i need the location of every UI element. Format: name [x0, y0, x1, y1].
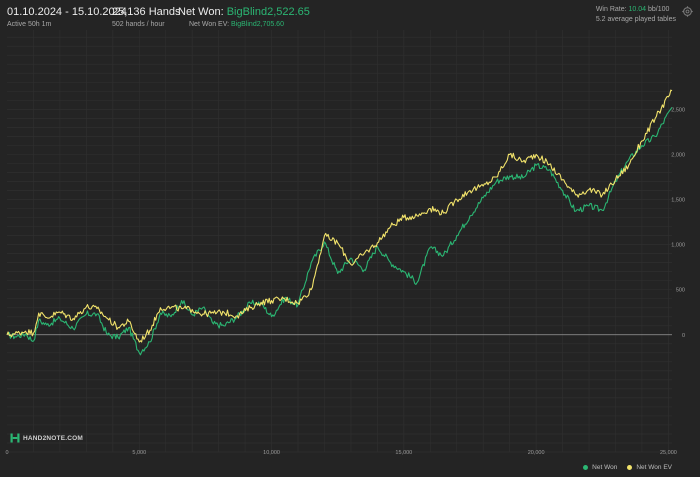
x-tick-label: 5,000	[132, 450, 146, 456]
gear-icon[interactable]	[682, 6, 693, 17]
win-rate: Win Rate: 10.04 bb/100	[596, 6, 676, 13]
y-tick-label: 0	[682, 333, 685, 339]
y-tick-label: 2,000	[671, 152, 685, 158]
x-tick-label: 20,000	[528, 450, 545, 456]
vertical-grid	[33, 30, 669, 452]
hands-count: 25,136 Hands	[112, 6, 181, 18]
win-rate-label: Win Rate:	[595, 6, 629, 13]
date-range[interactable]: 01.10.2024 - 15.10.2024	[7, 6, 127, 18]
chart-legend: Net Won Net Won EV	[573, 464, 672, 471]
win-rate-value: 10.04	[628, 6, 647, 13]
legend-label-net-won-ev: Net Won EV	[636, 464, 672, 471]
legend-swatch-net-won	[583, 465, 589, 470]
x-axis-labels: 0 5,000 10,000 15,000 20,000 25,000	[5, 450, 676, 456]
net-won-value: BigBlind2,522.65	[226, 6, 310, 18]
net-won: Net Won: BigBlind2,522.65	[178, 6, 310, 18]
y-tick-label: 1,500	[671, 198, 685, 204]
legend-label-net-won: Net Won	[592, 464, 618, 471]
legend-item-net-won[interactable]: Net Won	[583, 464, 617, 471]
series-lines	[6, 89, 673, 356]
hands-per-hour: 502 hands / hour	[112, 21, 165, 28]
net-won-ev-label: Net Won EV:	[189, 21, 232, 28]
net-won-block: Net Won: BigBlind2,522.65 Net Won EV: Bi…	[178, 6, 310, 28]
date-range-block: 01.10.2024 - 15.10.2024 Active 50h 1m	[7, 6, 127, 28]
horizontal-grid	[7, 36, 672, 453]
x-tick-label: 25,000	[660, 450, 677, 456]
win-rate-block: Win Rate: 10.04 bb/100 5.2 average playe…	[596, 6, 676, 23]
hand2note-logo-icon	[10, 433, 20, 443]
net-won-ev: Net Won EV: BigBlind2,705.60	[178, 21, 310, 28]
net-won-ev-value: BigBlind2,705.60	[231, 21, 284, 28]
active-time: Active 50h 1m	[7, 21, 52, 28]
average-tables: 5.2 average played tables	[595, 16, 676, 23]
hands-block: 25,136 Hands 502 hands / hour	[112, 6, 181, 28]
series-net-won-line	[6, 106, 673, 356]
series-net-won-ev-line	[6, 89, 673, 343]
net-won-label: Net Won:	[178, 6, 227, 18]
win-rate-unit: bb/100	[646, 6, 670, 13]
watermark-text: HAND2NOTE.COM	[23, 434, 84, 442]
y-tick-label: 500	[676, 288, 685, 294]
legend-swatch-net-won-ev	[627, 465, 633, 470]
x-tick-label: 15,000	[395, 450, 412, 456]
y-tick-label: 2,500	[671, 107, 685, 113]
x-tick-label: 10,000	[263, 450, 280, 456]
x-tick-label: 0	[5, 450, 8, 456]
watermark: HAND2NOTE.COM	[10, 433, 83, 443]
legend-item-net-won-ev[interactable]: Net Won EV	[627, 464, 672, 471]
y-axis-labels: 0 500 1,000 1,500 2,000 2,500	[671, 107, 685, 338]
y-tick-label: 1,000	[671, 243, 685, 249]
